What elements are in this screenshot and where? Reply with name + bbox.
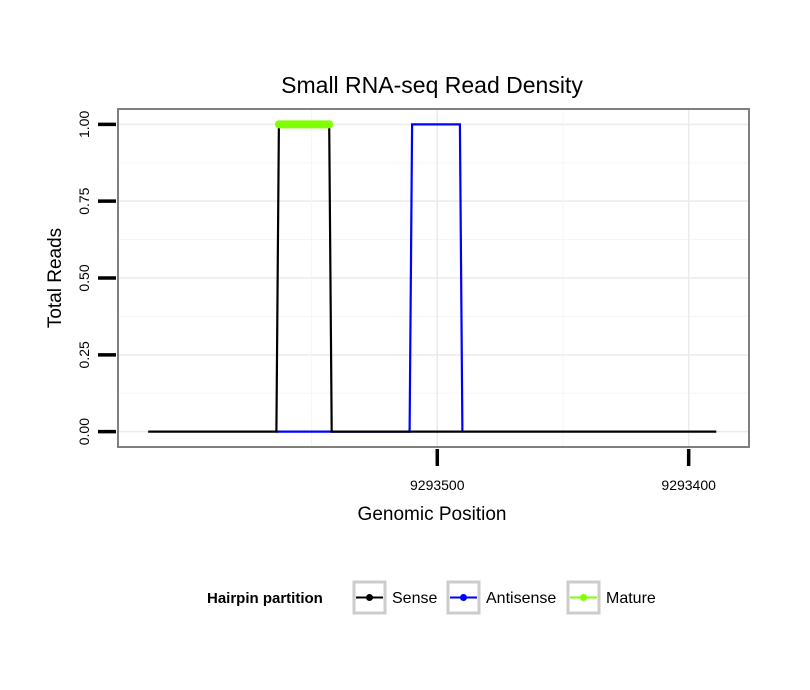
y-axis: 0.00 0.25 0.50 0.75 1.00 bbox=[76, 111, 116, 445]
y-tick-label: 0.25 bbox=[76, 341, 92, 368]
legend-item-mature: Mature bbox=[566, 580, 656, 615]
y-tick-label: 1.00 bbox=[76, 111, 92, 138]
legend-key-point bbox=[460, 594, 467, 601]
legend-key-point bbox=[366, 594, 373, 601]
x-tick-label: 9293400 bbox=[661, 477, 716, 493]
y-tick-label: 0.00 bbox=[76, 418, 92, 445]
legend-item-antisense: Antisense bbox=[446, 580, 556, 615]
chart-title: Small RNA-seq Read Density bbox=[281, 72, 583, 98]
plot-border bbox=[117, 108, 750, 448]
grid-lines bbox=[118, 109, 749, 447]
series-lines bbox=[148, 120, 717, 433]
legend: Hairpin partition Sense Antisense Mature bbox=[207, 580, 656, 615]
legend-item-sense: Sense bbox=[352, 580, 437, 615]
legend-key-point bbox=[580, 594, 587, 601]
x-tick-label: 9293500 bbox=[410, 477, 465, 493]
legend-label: Mature bbox=[606, 590, 656, 607]
y-tick-label: 0.75 bbox=[76, 187, 92, 214]
legend-items: Sense Antisense Mature bbox=[352, 580, 656, 615]
y-axis-title: Total Reads bbox=[45, 228, 66, 328]
plot-area bbox=[117, 108, 750, 448]
legend-label: Antisense bbox=[486, 590, 556, 607]
x-axis: 9293500 9293400 bbox=[410, 449, 716, 493]
legend-title: Hairpin partition bbox=[207, 590, 323, 607]
series-antisense-line bbox=[276, 123, 464, 433]
y-tick-label: 0.50 bbox=[76, 264, 92, 291]
x-axis-title: Genomic Position bbox=[358, 504, 507, 525]
legend-label: Sense bbox=[392, 590, 437, 607]
